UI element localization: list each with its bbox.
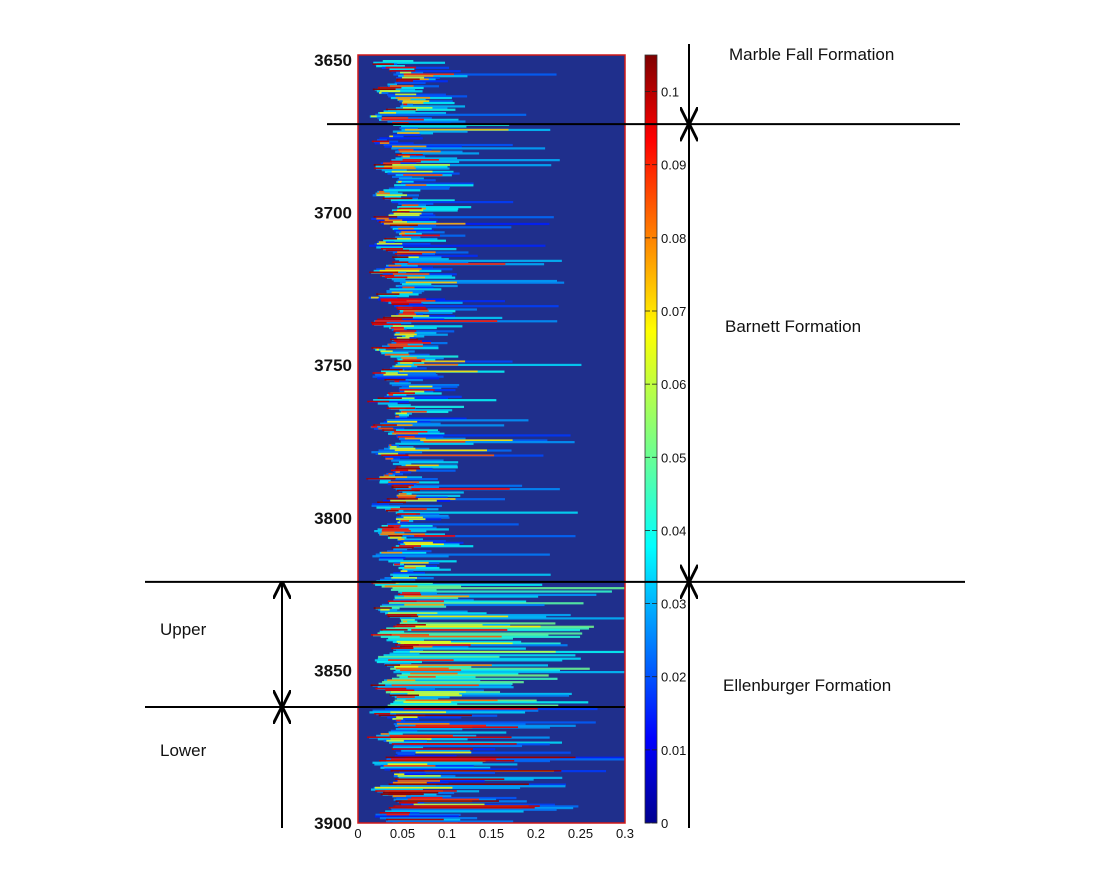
formation-label-barnett: Barnett Formation (725, 317, 861, 336)
y-tick-label: 3900 (314, 814, 352, 833)
formation-label-ellenburger: Ellenburger Formation (723, 676, 891, 695)
x-tick-label: 0.3 (616, 826, 634, 841)
y-tick-label: 3650 (314, 51, 352, 70)
colorbar-tick-label: 0.01 (661, 743, 686, 758)
colorbar-tick-label: 0.03 (661, 597, 686, 612)
sub-unit-label-upper: Upper (160, 620, 207, 639)
x-tick-label: 0.05 (390, 826, 415, 841)
colorbar-tick-label: 0 (661, 816, 668, 831)
x-tick-label: 0.1 (438, 826, 456, 841)
y-tick-label: 3750 (314, 356, 352, 375)
y-tick-label: 3800 (314, 509, 352, 528)
heatmap-border (357, 54, 626, 824)
y-tick-label: 3850 (314, 661, 352, 680)
formation-label-marble-fall: Marble Fall Formation (729, 45, 894, 64)
y-tick-label: 3700 (314, 204, 352, 223)
colorbar-ticks: 0 0.01 0.02 0.03 0.04 0.05 0.06 0.07 0.08 0.09 0.1 (645, 85, 686, 831)
x-tick-label: 0.2 (527, 826, 545, 841)
heatmap-panel (357, 54, 626, 824)
formation-arrows (282, 44, 689, 828)
colorbar-tick-label: 0.09 (661, 158, 686, 173)
colorbar-tick-label: 0.06 (661, 377, 686, 392)
colorbar-tick-label: 0.07 (661, 304, 686, 319)
colorbar-gradient (644, 54, 658, 824)
colorbar-tick-label: 0.02 (661, 670, 686, 685)
colorbar: 0 0.01 0.02 0.03 0.04 0.05 0.06 0.07 0.08 0.09 0.1 (644, 54, 686, 831)
colorbar-tick-label: 0.1 (661, 85, 679, 100)
sub-unit-label-lower: Lower (160, 741, 207, 760)
colorbar-tick-label: 0.04 (661, 523, 686, 538)
heatmap-streaks (366, 60, 625, 823)
x-tick-label: 0.15 (479, 826, 504, 841)
x-axis-ticks: 0 0.05 0.1 0.15 0.2 0.25 0.3 (354, 826, 634, 841)
x-tick-label: 0.25 (568, 826, 593, 841)
colorbar-tick-label: 0.08 (661, 231, 686, 246)
y-axis-ticks: 3650 3700 3750 3800 3850 3900 (314, 51, 352, 833)
colorbar-tick-label: 0.05 (661, 450, 686, 465)
x-tick-label: 0 (354, 826, 361, 841)
